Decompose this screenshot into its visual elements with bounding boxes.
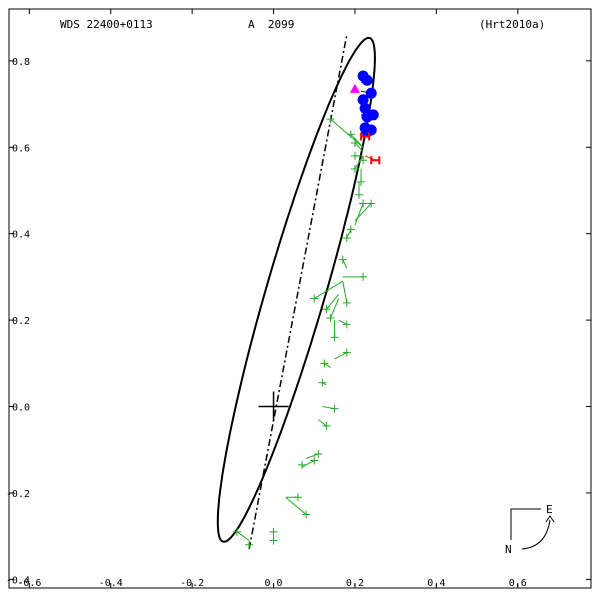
pair-designation: A 2099 <box>248 18 294 31</box>
micrometer-point <box>346 225 355 234</box>
speckle-point <box>357 94 369 106</box>
micrometer-point <box>326 115 335 124</box>
micrometer-point <box>330 333 339 342</box>
marker-layer <box>232 70 381 549</box>
y-tick-label: 0.2 <box>12 316 30 327</box>
micrometer-point <box>232 527 241 536</box>
micrometer-residual <box>301 460 315 468</box>
micrometer-residual <box>354 155 364 170</box>
micrometer-residual <box>324 362 331 369</box>
micrometer-point <box>269 536 278 545</box>
micrometer-point <box>359 272 368 281</box>
speckle-point <box>359 102 371 114</box>
micrometer-point <box>310 294 319 303</box>
y-tick-label: -0.4 <box>6 575 30 586</box>
y-tick-label: 0.0 <box>12 403 30 414</box>
micrometer-residual <box>326 293 340 310</box>
first-observation-point <box>349 83 360 93</box>
micrometer-point <box>245 540 254 549</box>
orbit-layer <box>216 34 376 550</box>
compass-north-label: N <box>505 543 512 556</box>
micrometer-point <box>342 348 351 357</box>
x-tick-label: 0.4 <box>427 578 445 589</box>
x-tick-label: 0.0 <box>265 578 283 589</box>
micrometer-point <box>320 359 329 368</box>
micrometer-point <box>302 510 311 519</box>
line-of-nodes <box>248 34 348 550</box>
micrometer-residual <box>313 280 343 299</box>
micrometer-point <box>269 527 278 536</box>
micrometer-residual <box>236 531 250 541</box>
micrometer-point <box>293 493 302 502</box>
speckle-point <box>361 74 373 86</box>
micrometer-point <box>338 255 347 264</box>
axes: -0.6 -0.4 -0.2 0.0 0.2 0.4 0.60.80.60.40.20.0-… <box>6 8 592 589</box>
hipparcos-point <box>370 156 381 165</box>
micrometer-point <box>314 450 323 459</box>
micrometer-residual <box>350 133 364 148</box>
micrometer-point <box>322 421 331 430</box>
compass: E N <box>505 503 555 556</box>
micrometer-point <box>310 456 319 465</box>
micrometer-point <box>355 190 364 199</box>
y-tick-label: 0.6 <box>12 143 30 154</box>
micrometer-residual <box>285 496 307 515</box>
x-tick-label: 0.2 <box>346 578 364 589</box>
micrometer-residual <box>342 281 348 303</box>
micrometer-residual <box>354 142 364 152</box>
micrometer-point <box>318 378 327 387</box>
orbit-reference: (Hrt2010a) <box>479 18 545 31</box>
micrometer-point <box>350 164 359 173</box>
micrometer-residual <box>330 298 340 319</box>
micrometer-residual <box>305 453 319 459</box>
micrometer-point <box>342 298 351 307</box>
hipparcos-point <box>360 132 371 141</box>
y-tick-label: 0.8 <box>12 57 30 68</box>
micrometer-point <box>326 313 335 322</box>
x-tick-label: -0.4 <box>99 578 123 589</box>
micrometer-point <box>298 460 307 469</box>
speckle-point <box>361 111 373 123</box>
micrometer-residual <box>354 203 364 226</box>
compass-arc <box>521 519 551 550</box>
micrometer-residual <box>346 229 352 239</box>
y-tick-label: 0.4 <box>12 230 30 241</box>
micrometer-point <box>350 138 359 147</box>
object-designation: WDS 22400+0113 <box>60 18 153 31</box>
plot-frame <box>8 8 592 589</box>
micrometer-residual <box>338 319 348 325</box>
compass-east-label: E <box>546 503 553 516</box>
orbit-ellipse <box>216 36 376 543</box>
x-tick-label: -0.2 <box>180 578 204 589</box>
micrometer-point <box>357 177 366 186</box>
x-tick-label: -0.6 <box>17 578 41 589</box>
micrometer-point <box>330 404 339 413</box>
compass-north-arm <box>510 508 541 540</box>
micrometer-point <box>322 305 331 314</box>
speckle-point <box>365 87 377 99</box>
micrometer-residual <box>318 419 327 427</box>
micrometer-point <box>359 199 368 208</box>
y-tick-label: -0.2 <box>6 489 30 500</box>
micrometer-point <box>342 320 351 329</box>
micrometer-point <box>342 234 351 243</box>
micrometer-point <box>350 151 359 160</box>
micrometer-residual <box>342 259 348 269</box>
micrometer-point <box>359 156 368 165</box>
micrometer-point <box>367 199 376 208</box>
micrometer-residual <box>334 352 348 360</box>
micrometer-point <box>346 130 355 139</box>
compass-arrowhead <box>545 515 555 523</box>
x-tick-label: 0.6 <box>509 578 527 589</box>
